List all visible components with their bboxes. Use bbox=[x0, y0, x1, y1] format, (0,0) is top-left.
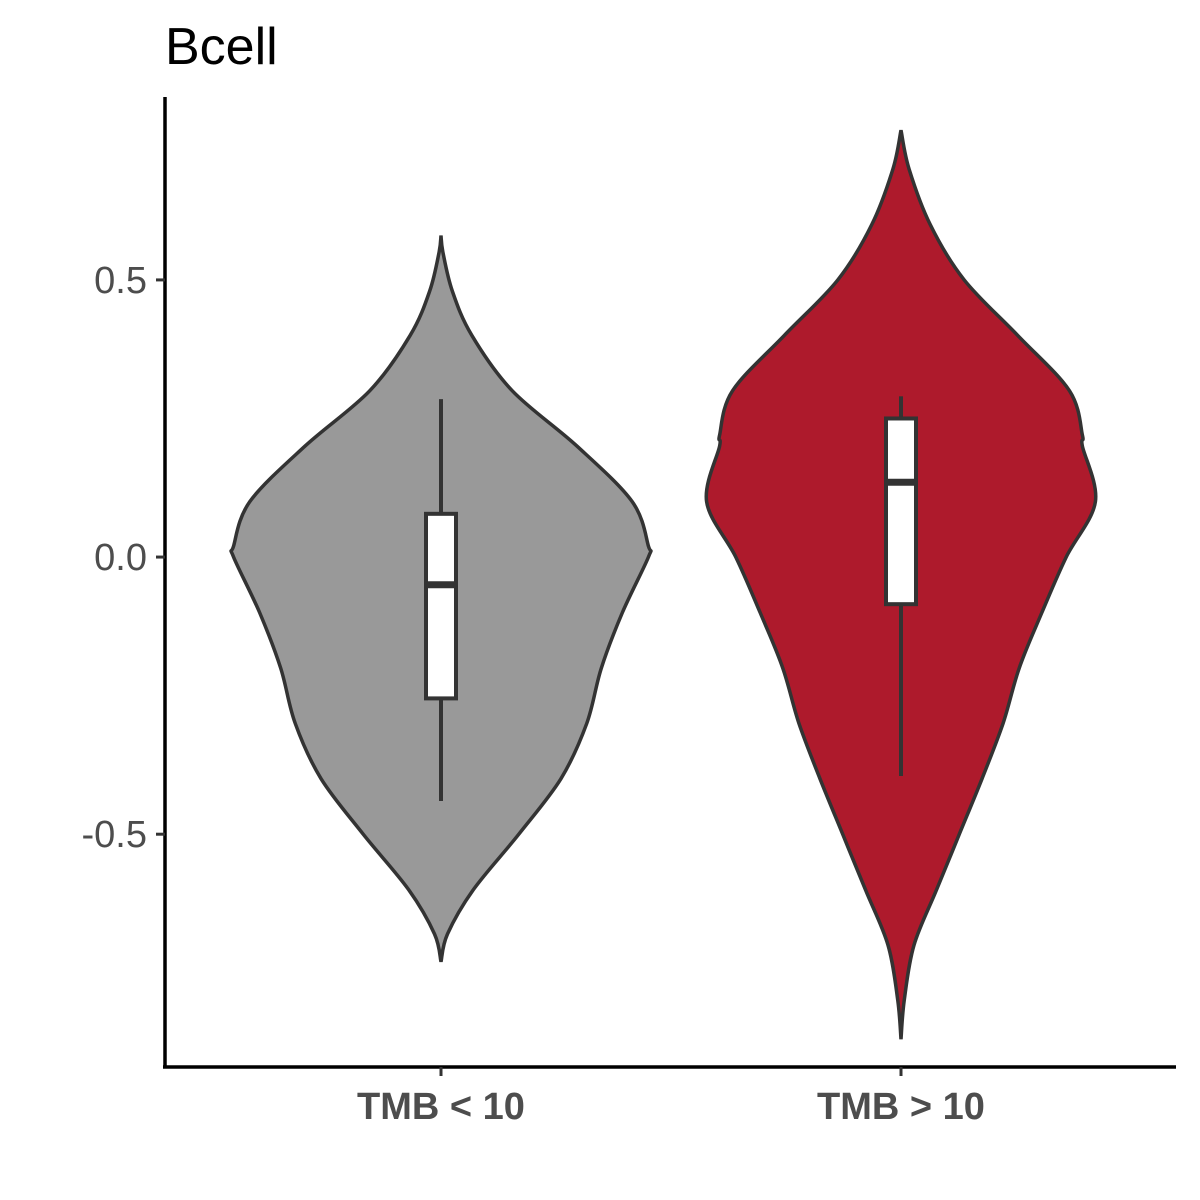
chart-title: Bcell bbox=[165, 18, 278, 76]
x-tick-label: TMB > 10 bbox=[817, 1086, 985, 1128]
violin-layer bbox=[229, 129, 1098, 1040]
violin-group bbox=[704, 129, 1098, 1040]
y-tick-label: 0.0 bbox=[94, 537, 147, 579]
y-tick-label: 0.5 bbox=[94, 260, 147, 302]
x-tick-label: TMB < 10 bbox=[357, 1086, 525, 1128]
x-axis-ticks: TMB < 10 TMB > 10 bbox=[357, 1067, 985, 1128]
y-axis-ticks: 0.5 0.0 -0.5 bbox=[82, 260, 165, 856]
axes bbox=[163, 97, 1176, 1069]
violin-group bbox=[229, 235, 653, 963]
box-iqr bbox=[424, 511, 458, 701]
y-tick-label: -0.5 bbox=[82, 814, 147, 856]
box-iqr bbox=[884, 416, 918, 607]
